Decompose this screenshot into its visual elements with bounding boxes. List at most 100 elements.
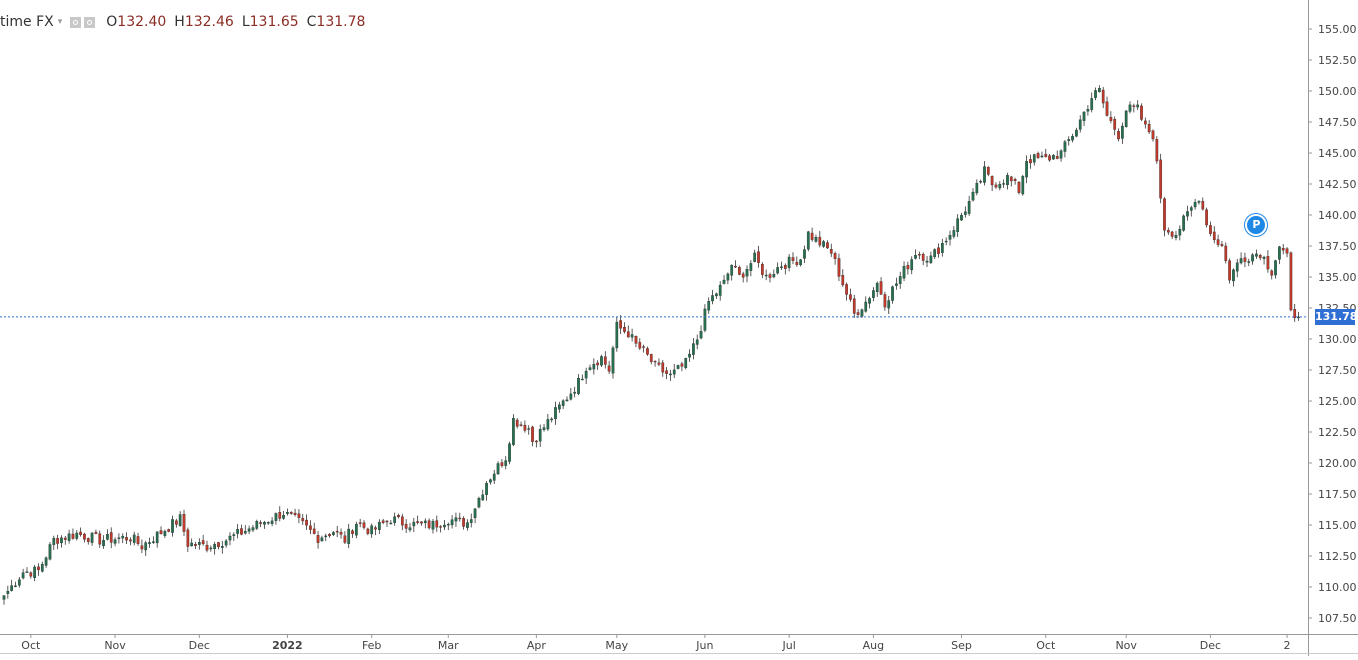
candle-body [906,265,910,270]
y-tick-label: 135.00 [1318,271,1357,284]
candle-body [971,191,975,201]
candle [933,248,937,260]
candle [29,571,33,579]
candle [14,581,17,588]
candle [190,538,194,547]
candle-body [1098,88,1101,93]
gear-icon[interactable] [84,16,96,28]
candle-body [1239,258,1243,264]
candle-body [768,274,772,278]
candle-body [1052,154,1055,160]
position-marker-icon[interactable]: P [1245,213,1268,236]
candle [1178,225,1182,241]
candle-body [856,312,860,315]
candle-body [749,263,753,271]
candle-body [381,520,385,523]
candle-body [527,428,531,430]
candle [1124,109,1128,128]
candle [718,281,722,301]
candle-body [626,331,630,338]
candle-body [986,166,990,175]
candle [561,399,565,409]
candle-body [454,517,458,522]
candle [695,334,699,350]
candle-body [1186,211,1189,217]
candle [240,524,243,536]
candle [416,515,419,525]
candle [772,269,776,279]
candle [872,287,875,302]
candle-body [695,339,699,345]
candle-body [335,530,339,533]
x-axis[interactable]: Oct Nov Dec 2022 Feb Mar Apr May Jun Jul Aug Sep Oct… [21,634,1291,652]
candle-body [332,532,335,535]
candle-body [715,293,718,297]
candle-body [44,557,48,566]
y-tick-label: 152.50 [1318,54,1357,67]
chevron-down-icon[interactable]: ▾ [57,17,63,27]
eye-icon[interactable] [70,16,82,28]
candle-body [144,542,148,551]
candle [692,338,695,360]
candle-body [1247,261,1251,263]
candle [577,374,580,396]
candle-body [619,320,622,329]
candle-body [83,533,86,540]
candle [278,506,282,522]
candle [255,519,259,530]
y-tick-label: 112.50 [1318,550,1357,563]
candle [324,533,328,542]
candle-body [956,218,960,232]
candle-body [512,418,515,445]
candle-body [1071,136,1074,141]
candle [243,525,247,535]
candle-body [615,321,619,349]
symbol-name[interactable]: time FX [0,14,54,30]
candle-body [829,249,833,254]
y-axis[interactable]: 155.00 152.50 150.00 147.50 145.00 142.50 140.… [1308,23,1357,625]
candle [63,535,67,545]
candle [937,243,940,258]
candle-body [240,528,243,535]
candle-body [98,533,102,545]
candle [186,527,190,553]
candle-body [67,533,71,541]
candle [263,520,266,529]
candle-body [822,241,825,247]
y-tick-label: 137.50 [1318,240,1357,253]
candle [289,511,293,515]
candle [412,517,416,533]
candle [845,282,848,301]
y-tick-label: 145.00 [1318,147,1357,160]
candle [1174,230,1178,241]
candle-body [787,256,791,268]
candle-body [1270,270,1274,276]
candle-body [1086,108,1090,112]
candle [201,534,205,546]
candle [366,527,370,536]
candle [1059,149,1063,162]
candle [879,277,883,296]
candle [1289,251,1293,312]
candle-body [435,520,439,528]
candle-body [117,537,121,539]
candle [408,522,412,533]
candle [1113,116,1117,136]
candle-body [458,517,462,520]
candle [496,461,500,475]
candle [883,291,887,311]
candle-body [10,585,14,591]
candle [178,511,182,527]
candle-body [1029,159,1032,164]
candle [967,195,971,216]
candle-body [1159,159,1163,199]
candle [615,316,619,352]
candle-body [213,544,216,550]
candle-body [33,566,36,579]
candle [1212,226,1216,244]
candle-body [623,327,626,332]
candle [1063,139,1067,158]
